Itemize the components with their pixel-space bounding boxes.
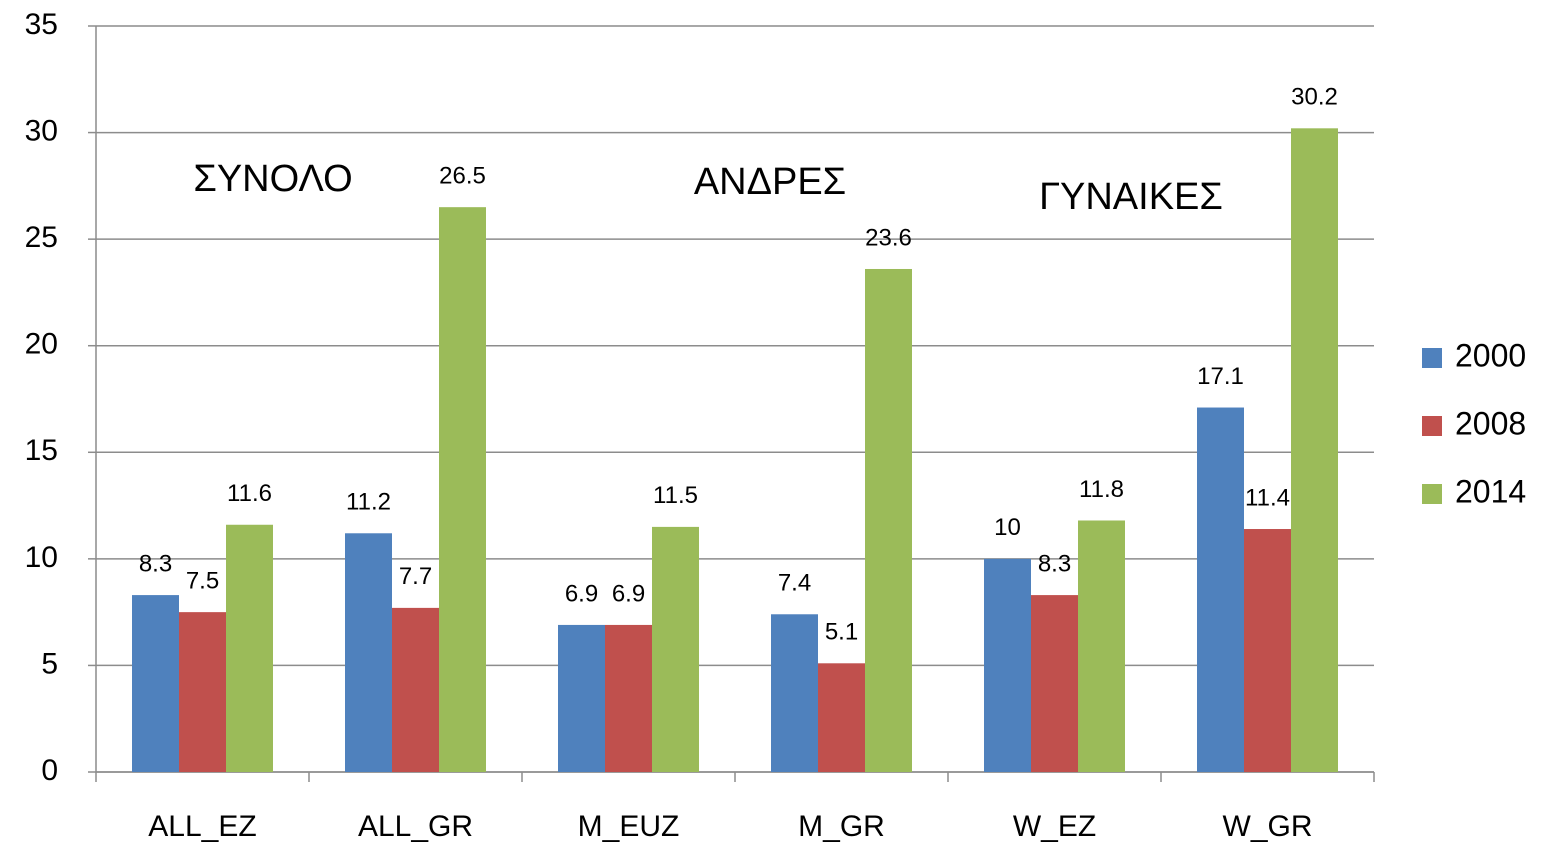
data-label: 17.1: [1197, 363, 1244, 390]
data-label: 7.7: [399, 563, 432, 590]
bar: [1197, 407, 1244, 772]
x-tick-label: ALL_GR: [358, 810, 473, 843]
legend-swatch: [1422, 484, 1442, 504]
y-tick-label: 20: [25, 328, 58, 361]
y-tick-label: 25: [25, 221, 58, 254]
legend-label: 2014: [1455, 473, 1526, 509]
data-label: 11.2: [346, 489, 391, 516]
y-tick-label: 35: [25, 8, 58, 41]
bar: [1291, 128, 1338, 772]
annotation: ΣΥΝΟΛΟ: [193, 158, 352, 200]
data-label: 6.9: [612, 580, 645, 607]
data-label: 11.5: [653, 482, 698, 509]
data-label: 11.4: [1245, 484, 1290, 511]
bar: [226, 524, 273, 772]
y-tick-label: 0: [41, 754, 58, 787]
bar: [392, 607, 439, 772]
bar: [652, 526, 699, 772]
bar: [1031, 595, 1078, 772]
bar: [1078, 520, 1125, 772]
legend-label: 2008: [1455, 405, 1526, 441]
data-label: 7.4: [778, 570, 811, 597]
legend-label: 2000: [1455, 337, 1526, 373]
y-tick-label: 15: [25, 434, 58, 467]
bar: [132, 595, 179, 772]
bar: [558, 624, 605, 772]
annotation: ΓΥΝΑΙΚΕΣ: [1039, 176, 1223, 218]
y-tick-label: 10: [25, 541, 58, 574]
x-tick-label: ALL_EZ: [148, 810, 256, 843]
bar: [984, 558, 1031, 772]
x-tick-label: M_EUZ: [578, 810, 680, 843]
data-label: 30.2: [1291, 84, 1338, 111]
x-tick-label: W_EZ: [1013, 810, 1096, 843]
data-label: 7.5: [186, 567, 219, 594]
bar: [818, 663, 865, 772]
bar: [865, 268, 912, 772]
data-label: 11.8: [1079, 476, 1124, 503]
bar: [439, 207, 486, 772]
data-label: 5.1: [825, 619, 858, 646]
bar: [179, 612, 226, 772]
legend-swatch: [1422, 348, 1442, 368]
bar: [771, 614, 818, 772]
y-tick-label: 30: [25, 114, 58, 147]
data-label: 26.5: [439, 163, 486, 190]
data-label: 10: [994, 514, 1021, 541]
x-tick-label: M_GR: [798, 810, 885, 843]
data-label: 23.6: [865, 224, 912, 251]
x-tick-label: W_GR: [1223, 810, 1313, 843]
bar: [345, 533, 392, 772]
legend-swatch: [1422, 416, 1442, 436]
data-label: 6.9: [565, 580, 598, 607]
bar: [605, 624, 652, 772]
data-label: 8.3: [139, 550, 172, 577]
bar: [1244, 529, 1291, 772]
data-label: 8.3: [1038, 550, 1071, 577]
y-tick-label: 5: [41, 647, 58, 680]
data-label: 11.6: [227, 480, 272, 507]
annotation: ΑΝΔΡΕΣ: [694, 161, 846, 203]
